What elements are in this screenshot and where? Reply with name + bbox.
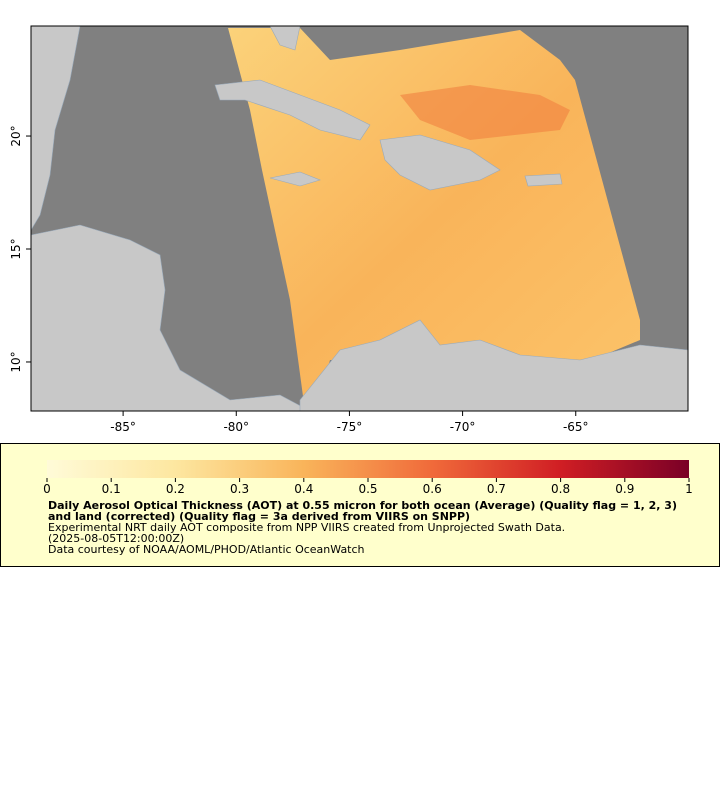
x-tick-label: -70° (450, 420, 476, 434)
colorbar (47, 460, 689, 478)
legend-title: Daily Aerosol Optical Thickness (AOT) at… (48, 499, 677, 523)
colorbar-tick-label: 0.1 (102, 482, 121, 496)
x-tick-label: -65° (563, 420, 589, 434)
colorbar-tick-label: 0.3 (230, 482, 249, 496)
colorbar-tick-label: 1 (685, 482, 693, 496)
colorbar-tick-label: 0.7 (487, 482, 506, 496)
colorbar-tick-label: 0.2 (166, 482, 185, 496)
colorbar-tick-label: 0.8 (551, 482, 570, 496)
x-tick-label: -80° (223, 420, 249, 434)
colorbar-tick-label: 0.6 (423, 482, 442, 496)
legend-text: Daily Aerosol Optical Thickness (AOT) at… (48, 500, 688, 555)
y-tick-label: 20° (9, 125, 23, 146)
colorbar-tick-label: 0.4 (294, 482, 313, 496)
colorbar-tick-label: 0.9 (615, 482, 634, 496)
legend-line: (2025-08-05T12:00:00Z) (48, 532, 185, 545)
legend-line: Data courtesy of NOAA/AOML/PHOD/Atlantic… (48, 543, 365, 556)
x-tick-label: -85° (110, 420, 136, 434)
legend-line: Experimental NRT daily AOT composite fro… (48, 521, 566, 534)
map-frame (30, 25, 689, 412)
colorbar-tick-label: 0 (43, 482, 51, 496)
x-tick-label: -75° (337, 420, 363, 434)
y-tick-label: 10° (9, 351, 23, 372)
y-tick-label: 15° (9, 238, 23, 259)
land (30, 25, 689, 412)
colorbar-tick-label: 0.5 (358, 482, 377, 496)
aot-high-region (400, 85, 570, 140)
